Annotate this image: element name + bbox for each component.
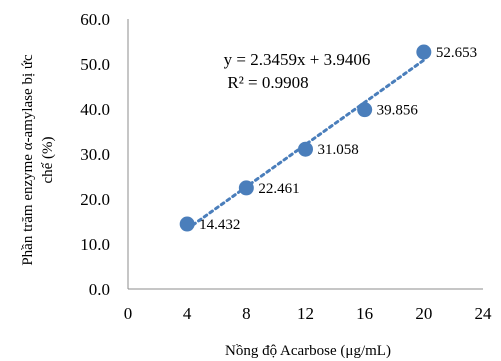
x-axis-title: Nồng độ Acarbose (μg/mL) [225, 343, 391, 359]
data-point [179, 216, 195, 232]
trendline-equation: y = 2.3459x + 3.9406 [224, 50, 371, 69]
data-labels: 14.432 22.461 31.058 39.856 52.653 [199, 45, 477, 233]
y-tick-label: 20.0 [80, 190, 110, 209]
data-point [416, 44, 432, 60]
x-tick-label: 4 [183, 304, 192, 323]
x-tick-label: 16 [356, 304, 373, 323]
x-tick-label: 24 [475, 304, 493, 323]
y-tick-label: 60.0 [80, 10, 110, 29]
y-axis-title-line-2: chế (%) [40, 136, 56, 183]
x-tick-label: 20 [415, 304, 432, 323]
y-axis-tick-labels: 0.0 10.0 20.0 30.0 40.0 50.0 60.0 [80, 10, 110, 299]
trendline [185, 58, 426, 231]
x-tick-label: 12 [297, 304, 314, 323]
data-label: 31.058 [318, 142, 359, 158]
data-point [298, 141, 313, 157]
y-tick-label: 40.0 [80, 100, 110, 119]
y-axis-title: Phần trăm enzyme α-amylase bị ức chế (%) [20, 54, 56, 266]
data-points [179, 44, 432, 232]
x-tick-label: 0 [124, 304, 133, 323]
data-label: 39.856 [377, 103, 419, 119]
y-tick-label: 10.0 [80, 235, 110, 254]
axes [127, 19, 483, 290]
data-label: 14.432 [199, 217, 240, 233]
x-tick-label: 8 [242, 304, 251, 323]
trendline-r-squared: R² = 0.9908 [227, 73, 308, 92]
data-point [357, 102, 373, 118]
data-label: 52.653 [436, 45, 477, 61]
data-label: 22.461 [258, 181, 299, 197]
y-axis-title-line-1: Phần trăm enzyme α-amylase bị ức [20, 54, 36, 266]
x-axis-tick-labels: 0 4 8 12 16 20 24 [124, 304, 492, 323]
y-tick-label: 0.0 [89, 280, 110, 299]
y-tick-label: 30.0 [80, 145, 110, 164]
data-point [238, 180, 254, 196]
y-tick-label: 50.0 [80, 55, 110, 74]
